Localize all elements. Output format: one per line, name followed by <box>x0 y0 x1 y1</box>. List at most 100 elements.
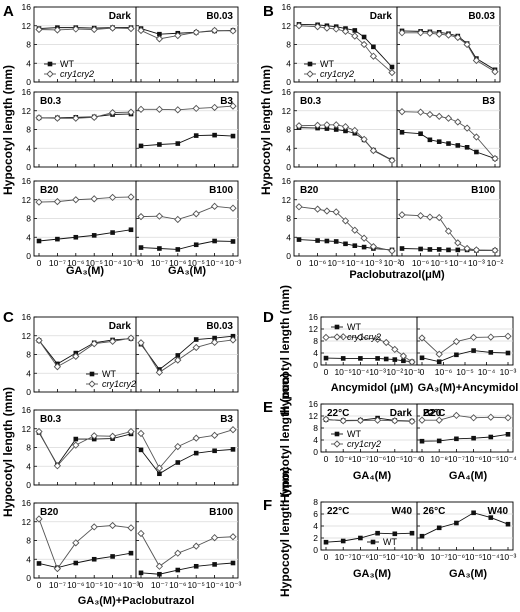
panel-label-E: E <box>263 399 273 416</box>
x-tick-label: 10⁻³ <box>404 552 421 562</box>
data-point-cry1cry2 <box>463 40 471 49</box>
y-tick-label: 12 <box>22 517 32 527</box>
y-tick-label: 8 <box>26 214 31 224</box>
data-point-wt <box>399 130 405 135</box>
data-point-wt <box>138 570 144 576</box>
data-point-wt <box>488 515 494 520</box>
data-point-wt <box>401 358 406 364</box>
data-point-cry1cry2 <box>127 193 135 201</box>
condition-label: B0.3 <box>300 96 322 107</box>
y-axis-title: Hypocotyl length (mm) <box>278 467 292 597</box>
data-point-cry1cry2 <box>435 350 443 358</box>
condition-label: Dark <box>370 11 393 22</box>
data-point-cry1cry2 <box>127 24 135 33</box>
data-point-cry1cry2 <box>137 529 145 538</box>
data-point-cry1cry2 <box>339 333 347 341</box>
data-point-wt <box>175 353 181 358</box>
data-point-cry1cry2 <box>210 202 219 210</box>
data-point-wt <box>230 333 236 339</box>
x-axis-title: GA₃(M)+Paclobutrazol <box>78 595 195 607</box>
x-axis-title: GA₃(M) <box>353 568 391 580</box>
data-point-cry1cry2 <box>339 417 347 425</box>
x-axis-title: Paclobutrazol(μM) <box>349 269 445 281</box>
data-point-wt <box>110 230 115 235</box>
data-point-wt <box>474 149 479 155</box>
y-axis-title: Hypocotyl length (mm) <box>1 387 15 517</box>
x-tick-label: 10⁻³ <box>225 258 242 268</box>
data-point-wt <box>375 356 380 361</box>
panel-A: A Hypocotyl length (mm) 0 4 8 12 16 Dark WTcry1c… <box>1 2 242 277</box>
data-point-cry1cry2 <box>155 368 164 376</box>
legend-marker-cry1cry2 <box>333 440 341 448</box>
series-line-cry1cry2 <box>140 339 234 373</box>
x-tick-label: 10⁻⁷ <box>431 552 448 562</box>
x-tick-label: 10⁻⁶ <box>309 258 326 268</box>
legend-marker-cry1cry2 <box>88 380 96 388</box>
data-point-wt <box>157 246 162 251</box>
data-point-wt <box>212 562 217 567</box>
data-point-cry1cry2 <box>90 195 98 203</box>
legend-label-cry1cry2: cry1cry2 <box>60 69 94 79</box>
data-point-cry1cry2 <box>341 123 350 131</box>
data-point-cry1cry2 <box>382 338 390 347</box>
data-point-cry1cry2 <box>426 213 434 221</box>
subplot-B-B3: B3 <box>396 91 501 168</box>
series-line-cry1cry2 <box>38 431 132 467</box>
series-line-cry1cry2 <box>38 337 132 368</box>
legend-marker-cry1cry2 <box>306 70 314 78</box>
data-point-wt <box>454 436 459 442</box>
y-tick-label: 0 <box>313 545 318 555</box>
x-tick-label: 0 <box>324 552 329 562</box>
condition-label: B0.03 <box>468 11 495 22</box>
legend-marker-wt <box>370 539 376 545</box>
data-point-cry1cry2 <box>369 242 378 251</box>
data-point-wt <box>454 520 459 526</box>
y-tick-label: 0 <box>26 573 31 583</box>
data-point-cry1cry2 <box>435 112 443 121</box>
y-tick-label: 16 <box>22 176 32 186</box>
data-point-cry1cry2 <box>323 24 331 32</box>
series-line-wt <box>38 338 132 365</box>
data-point-cry1cry2 <box>487 413 495 421</box>
x-tick-label: 0 <box>420 367 425 377</box>
series-line-wt <box>140 240 234 250</box>
data-point-wt <box>446 141 451 146</box>
data-point-wt <box>436 438 442 444</box>
x-tick-label: 10⁻⁵ <box>430 258 447 268</box>
data-point-wt <box>352 243 358 248</box>
condition-label: Dark <box>390 408 413 419</box>
x-tick-label: 10⁻⁴ <box>449 258 467 268</box>
data-point-wt <box>73 234 79 240</box>
subplot-D-1: 0 10⁻⁶ 10⁻⁵ 10⁻⁴ 10⁻³ <box>416 316 517 377</box>
data-point-wt <box>409 530 415 536</box>
data-point-cry1cry2 <box>452 411 461 420</box>
data-point-cry1cry2 <box>35 336 43 345</box>
series-line-wt <box>140 448 234 475</box>
data-point-wt <box>138 143 144 149</box>
data-point-cry1cry2 <box>435 30 443 38</box>
subplot-F-W40: 0 10⁻⁷ 10⁻⁶ 10⁻⁵ 10⁻⁴ 10⁻³ W40 26°C <box>416 501 517 562</box>
y-tick-label: 4 <box>286 143 291 153</box>
data-point-cry1cry2 <box>360 234 368 242</box>
y-tick-label: 16 <box>22 405 32 415</box>
panel-B: B Hypocotyl length (mm) 0 4 8 12 16 Dark WTcry1c… <box>259 2 504 281</box>
data-point-cry1cry2 <box>356 416 365 425</box>
temperature-label: 26°C <box>423 506 445 517</box>
data-point-cry1cry2 <box>174 106 182 114</box>
x-tick-label: 10⁻⁵ <box>465 552 482 562</box>
data-point-wt <box>333 127 339 132</box>
data-point-wt <box>471 510 476 516</box>
series-line-wt <box>325 532 413 543</box>
y-tick-label: 12 <box>282 195 292 205</box>
x-axis-title: GA₄(M) <box>353 470 392 482</box>
data-point-wt <box>418 131 423 137</box>
data-point-wt <box>55 236 60 242</box>
data-point-cry1cry2 <box>229 426 237 434</box>
y-tick-label: 4 <box>26 232 31 242</box>
condition-label: B20 <box>300 185 319 196</box>
y-tick-label: 12 <box>22 106 32 116</box>
subplot-A-B3: B3 <box>135 91 239 168</box>
data-point-cry1cry2 <box>452 337 461 346</box>
